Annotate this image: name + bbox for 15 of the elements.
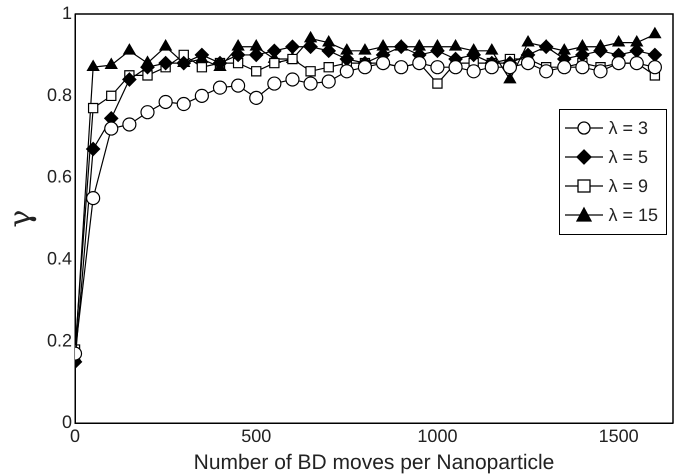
legend-label: λ = 3 — [608, 118, 648, 139]
y-tick-label: 0.6 — [46, 166, 72, 187]
legend-label: λ = 9 — [608, 176, 648, 197]
y-axis-title: γ — [2, 210, 38, 228]
x-axis-title: Number of BD moves per Nanoparticle — [194, 451, 554, 474]
y-tick-label: 0.8 — [46, 84, 72, 105]
y-tick-label: 0.2 — [46, 330, 72, 350]
y-tick-label: 0 — [62, 412, 72, 432]
legend-label: λ = 15 — [608, 204, 658, 226]
x-tick-label: 1500 — [598, 426, 639, 446]
x-tick-label: 1000 — [417, 426, 458, 446]
y-tick-label: 0.4 — [46, 248, 72, 268]
x-tick-label: 500 — [241, 426, 272, 446]
y-tick-label: 1 — [62, 2, 72, 23]
legend-label: λ = 5 — [608, 146, 648, 168]
